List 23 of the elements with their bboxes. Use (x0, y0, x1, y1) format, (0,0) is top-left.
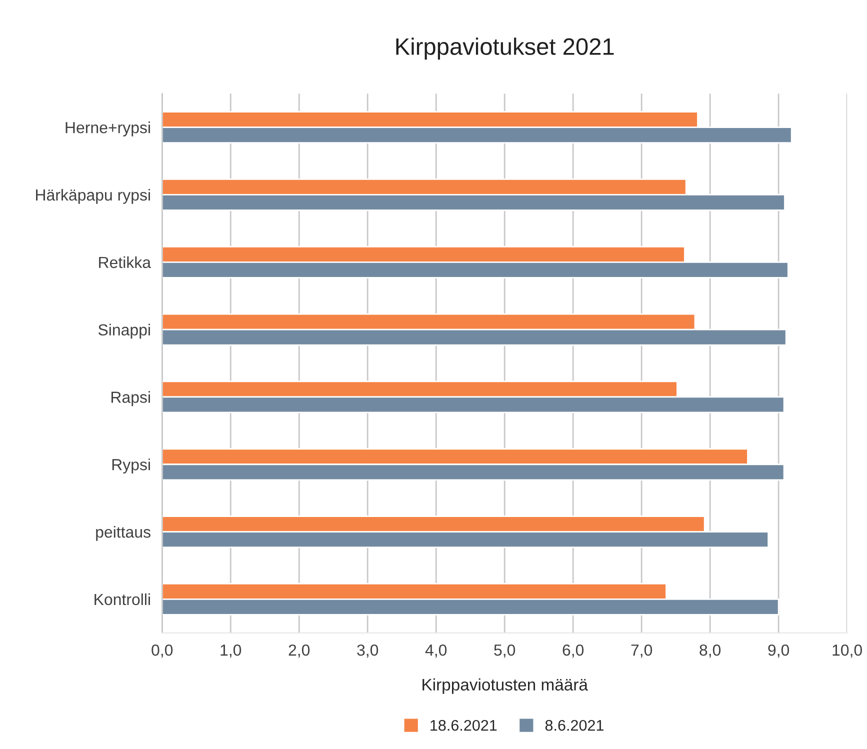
legend-label: 18.6.2021 (430, 720, 497, 731)
x-tick-label: 8,0 (700, 644, 721, 658)
x-tick-label: 3,0 (357, 644, 378, 658)
legend-label: 8.6.2021 (545, 720, 604, 731)
chart-title: Kirppaviotukset 2021 (396, 38, 614, 60)
y-tick-label: peittaus (96, 526, 150, 541)
x-tick-label: 4,0 (425, 644, 447, 658)
x-tick-label: 1,0 (220, 644, 242, 658)
x-tick-label: 6,0 (562, 644, 584, 658)
y-tick-label: Sinappi (98, 324, 150, 339)
x-axis-title: Kirppaviotusten määrä (422, 678, 588, 694)
y-tick-label: Retikka (99, 256, 152, 268)
x-tick-label: 5,0 (494, 644, 516, 658)
x-tick-label: 7,0 (631, 644, 652, 658)
x-tick-label: 9,0 (768, 644, 790, 658)
x-tick-label: 2,0 (288, 644, 310, 658)
y-tick-label: Rypsi (112, 458, 150, 474)
x-tick-label: 10,0 (832, 644, 862, 658)
y-tick-label: Kontrolli (94, 593, 150, 606)
y-tick-label: Herne+rypsi (66, 122, 150, 136)
y-tick-label: Rapsi (111, 391, 150, 406)
x-tick-label: 0,0 (152, 644, 173, 658)
y-tick-label: Härkäpapu rypsi (36, 188, 150, 204)
